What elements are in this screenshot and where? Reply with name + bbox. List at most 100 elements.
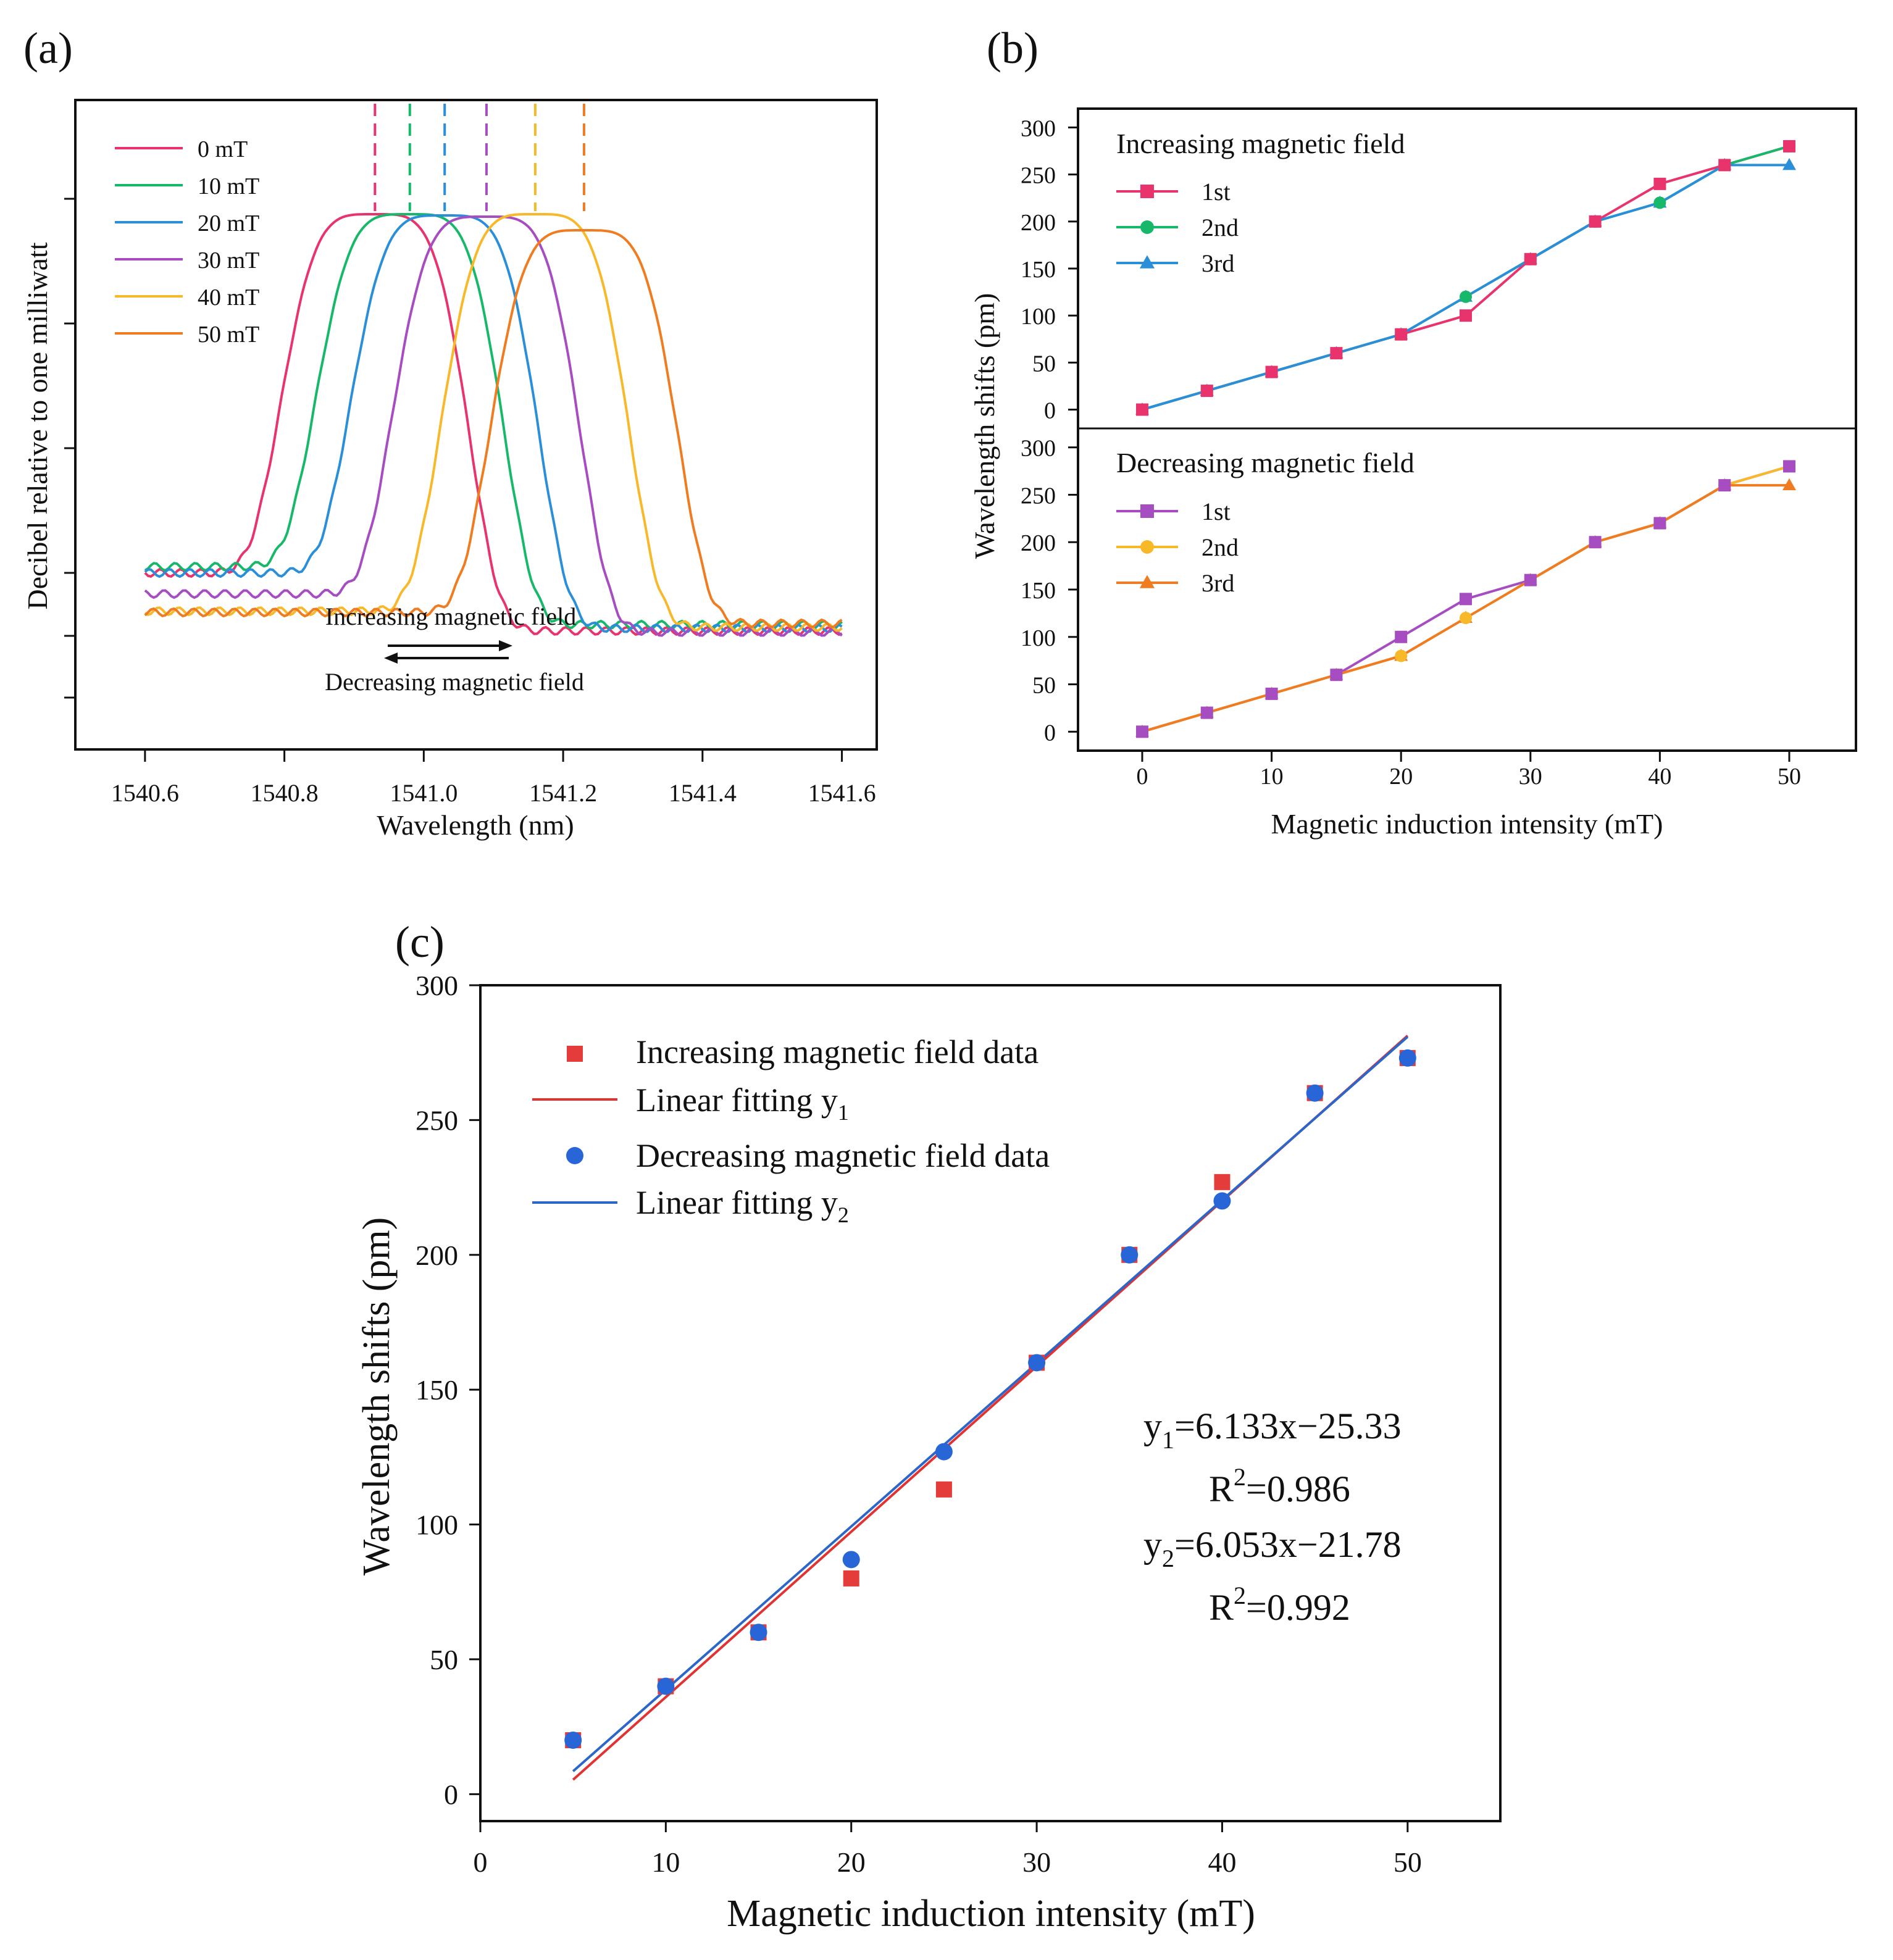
inc-data-point xyxy=(935,1481,952,1498)
data-point xyxy=(1589,536,1602,549)
panel-a-arrow-label-bottom: Decreasing magnetic field xyxy=(325,668,584,696)
data-point xyxy=(1653,196,1666,209)
data-point xyxy=(1460,290,1472,303)
panel-c-legend: Increasing magnetic field data Linear fi… xyxy=(532,1033,1050,1227)
x-tick-label: 10 xyxy=(1260,764,1284,790)
legend-label: 20 mT xyxy=(198,211,259,236)
dec-data-point xyxy=(1398,1049,1416,1067)
dec-data-point xyxy=(935,1443,953,1461)
legend-label: 2nd xyxy=(1201,533,1239,561)
legend-inc-fit-sub: 1 xyxy=(838,1100,849,1125)
panel-c-x-axis-label: Magnetic induction intensity (mT) xyxy=(727,1893,1255,1935)
dec-data-point xyxy=(564,1731,582,1749)
data-point xyxy=(1589,215,1602,228)
panel-b-frame xyxy=(1077,107,1857,752)
panel-a-peak-markers xyxy=(374,104,585,211)
y-tick-label: 150 xyxy=(416,1374,458,1406)
x-tick-label: 30 xyxy=(1519,764,1542,790)
eq1-rest: =6.133x−25.33 xyxy=(1174,1406,1402,1446)
spectrum-50mT xyxy=(144,229,843,628)
panel-b-label: (b) xyxy=(987,23,1038,73)
x-tick-label: 1541.6 xyxy=(808,779,876,807)
r2-rest: =0.992 xyxy=(1246,1587,1350,1628)
legend-label: 0 mT xyxy=(198,136,248,162)
y-tick-label: 200 xyxy=(416,1240,458,1271)
legend-label: 30 mT xyxy=(198,248,259,273)
panel-c-x-ticks: 0 10 20 30 40 50 xyxy=(474,1821,1422,1878)
data-point xyxy=(1653,177,1666,190)
y-tick-label: 300 xyxy=(416,970,458,1001)
panel-c-label: (c) xyxy=(395,917,445,967)
dec-data-point xyxy=(1121,1246,1139,1264)
x-tick-label: 0 xyxy=(474,1846,488,1878)
data-point xyxy=(1460,309,1472,322)
panel-c: (c) 0 50 100 150 200 250 300 0 10 20 30 40 50 Incre… xyxy=(356,917,1502,1935)
series-1st xyxy=(1142,145,1790,411)
y-tick-label: 150 xyxy=(1021,578,1056,604)
x-tick-label: 20 xyxy=(1389,764,1413,790)
data-point xyxy=(1330,669,1343,682)
spectrum-30mT xyxy=(144,215,843,637)
y-tick-label: 0 xyxy=(1044,720,1056,746)
series-2nd xyxy=(1142,145,1790,411)
x-tick-label: 30 xyxy=(1022,1846,1051,1878)
legend-marker xyxy=(1140,185,1154,198)
dec-data-point xyxy=(1213,1192,1231,1210)
data-point xyxy=(1330,347,1343,360)
data-point xyxy=(1265,687,1278,700)
legend-label: 40 mT xyxy=(198,285,259,311)
x-tick-label: 20 xyxy=(837,1846,866,1878)
eq2-sub: 2 xyxy=(1162,1545,1174,1572)
legend-label: 2nd xyxy=(1201,214,1239,241)
y-tick-label: 50 xyxy=(1032,351,1056,377)
y-tick-label: 100 xyxy=(416,1509,458,1541)
x-tick-label: 40 xyxy=(1208,1846,1236,1878)
panel-b-top-title: Increasing magnetic field xyxy=(1116,128,1405,159)
y-tick-label: 100 xyxy=(1021,625,1056,651)
y-tick-label: 0 xyxy=(444,1779,458,1810)
y-tick-label: 50 xyxy=(1032,673,1056,699)
legend-label: 3rd xyxy=(1201,249,1234,277)
panel-b-bottom-title: Decreasing magnetic field xyxy=(1116,447,1415,478)
r1-prefix: R xyxy=(1209,1469,1234,1509)
r1-sup: 2 xyxy=(1234,1463,1246,1491)
panel-a-label: (a) xyxy=(23,23,73,73)
legend-dec-fit-text: Linear fitting y xyxy=(636,1184,838,1221)
panel-b-y-ticks: 0 50 100 150 200 250 300 0 50 100 150 200 250 300 xyxy=(1021,115,1078,746)
panel-a-legend: 0 mT 10 mT 20 mT 30 mT 40 mT 50 mT xyxy=(115,136,259,348)
data-point xyxy=(1200,385,1213,398)
legend-marker xyxy=(1140,504,1154,518)
x-tick-label: 1540.8 xyxy=(251,779,319,807)
panel-a: (a) 1540.6 1540.8 1541.0 1541.2 1541.4 1541.6… xyxy=(22,23,878,841)
data-point xyxy=(1395,328,1408,341)
panel-a-arrow-label-top: Increasing magnetic field xyxy=(325,603,576,630)
legend-dec-fit-sub: 2 xyxy=(838,1203,849,1227)
panel-c-y-ticks: 0 50 100 150 200 250 300 xyxy=(416,970,480,1810)
data-point xyxy=(1136,725,1148,738)
y-tick-label: 100 xyxy=(1021,304,1056,330)
panel-c-equations: y1=6.133x−25.33 R2=0.986 y2=6.053x−21.78… xyxy=(1143,1406,1402,1628)
legend-label: 1st xyxy=(1201,498,1231,525)
x-tick-label: 1541.4 xyxy=(669,779,737,807)
panel-b: (b) 050100150200250300050100150200250300… xyxy=(969,23,1857,840)
eq1-sub: 1 xyxy=(1162,1426,1174,1454)
data-point xyxy=(1200,706,1213,719)
x-tick-label: 1541.0 xyxy=(390,779,458,807)
panel-a-y-axis-label: Decibel relative to one milliwatt xyxy=(22,242,53,609)
data-point xyxy=(1460,593,1472,606)
r2-sup: 2 xyxy=(1234,1582,1246,1609)
data-point xyxy=(1265,365,1278,378)
legend-inc-fit-text: Linear fitting y xyxy=(636,1082,838,1119)
data-point xyxy=(1395,649,1408,662)
legend-inc-data-label: Increasing magnetic field data xyxy=(636,1033,1038,1070)
dec-data-point xyxy=(750,1624,767,1641)
dec-data-point xyxy=(1028,1354,1046,1372)
r2-prefix: R xyxy=(1209,1587,1234,1628)
x-tick-label: 10 xyxy=(651,1846,680,1878)
r1-rest: =0.986 xyxy=(1246,1469,1350,1509)
legend-label: 50 mT xyxy=(198,322,259,348)
series-3rd xyxy=(1142,484,1789,733)
x-tick-label: 50 xyxy=(1394,1846,1422,1878)
panel-a-y-ticks xyxy=(64,198,75,699)
